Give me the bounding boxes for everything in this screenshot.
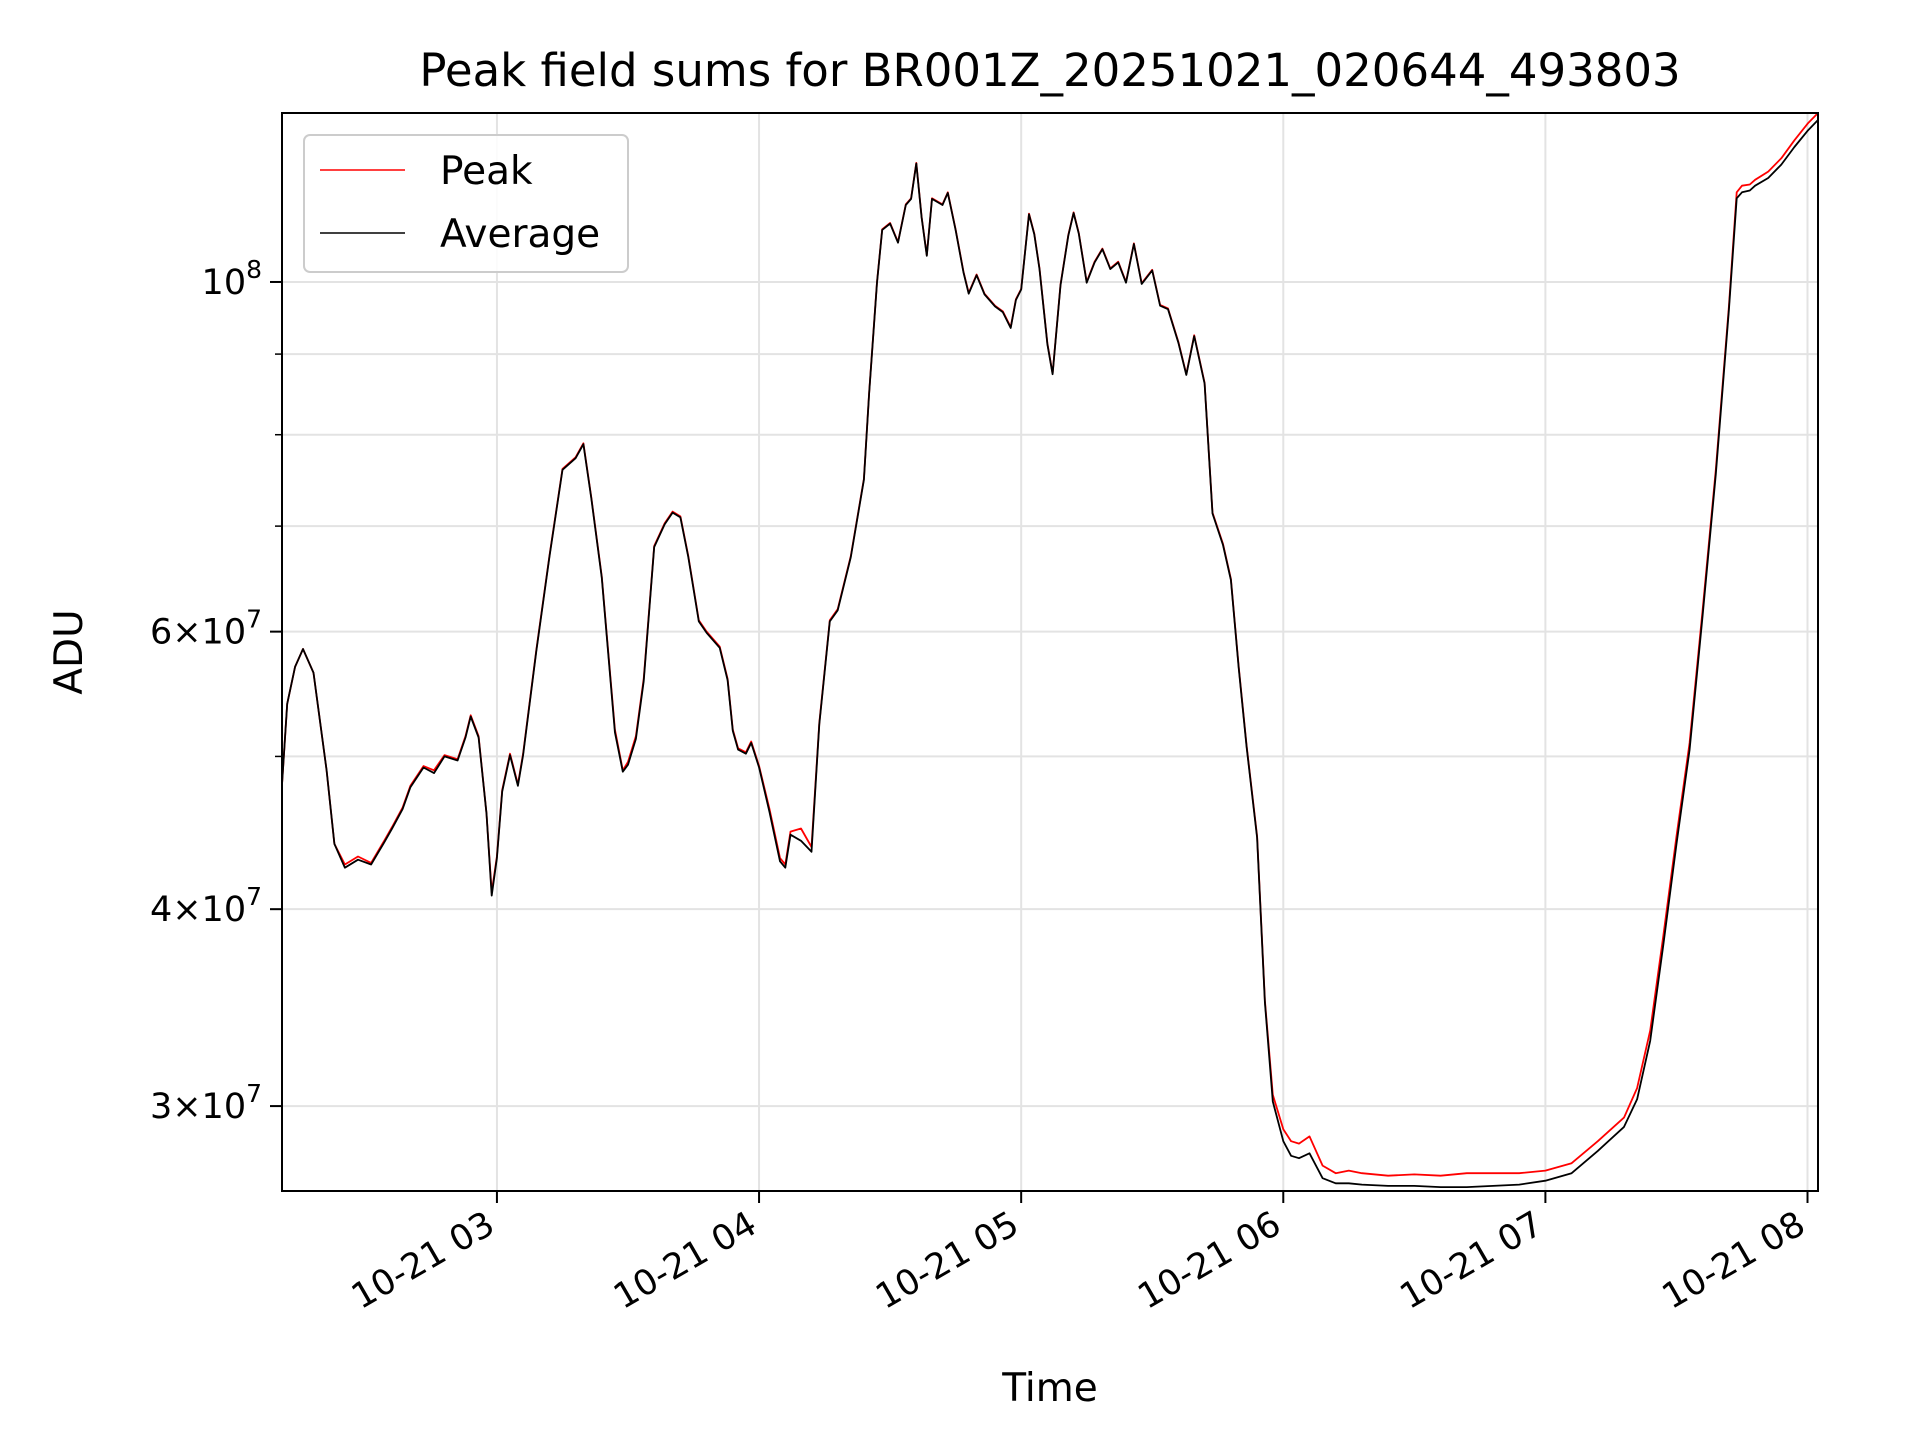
y-tick-label-0: 3×107 [150, 1079, 262, 1127]
y-tick-label-3: 108 [202, 255, 262, 303]
plot-frame [281, 112, 1819, 1192]
legend-peak-label: Peak [440, 149, 533, 194]
y-tick-label-2: 6×107 [150, 605, 262, 653]
series-layer [281, 112, 1819, 1188]
y-tick-label-exponent: 7 [246, 1079, 262, 1108]
y-axis-label: ADU [47, 609, 92, 694]
grid-layer [282, 113, 1818, 1191]
y-tick-label-base: 4×10 [150, 890, 246, 930]
series-line-average [281, 119, 1819, 1188]
y-tick-label-base: 10 [202, 263, 247, 303]
legend: Peak Average [303, 134, 629, 273]
x-axis-label: Time [1001, 1366, 1097, 1411]
legend-average-label: Average [440, 212, 600, 257]
y-tick-label-base: 3×10 [150, 1087, 246, 1127]
y-tick-label-exponent: 8 [246, 255, 262, 284]
y-tick-label-1: 4×107 [150, 882, 262, 930]
chart-title: Peak field sums for BR001Z_20251021_0206… [419, 44, 1680, 97]
y-tick-label-exponent: 7 [246, 605, 262, 634]
y-tick-label-base: 6×10 [150, 613, 246, 653]
y-tick-label-exponent: 7 [246, 882, 262, 911]
